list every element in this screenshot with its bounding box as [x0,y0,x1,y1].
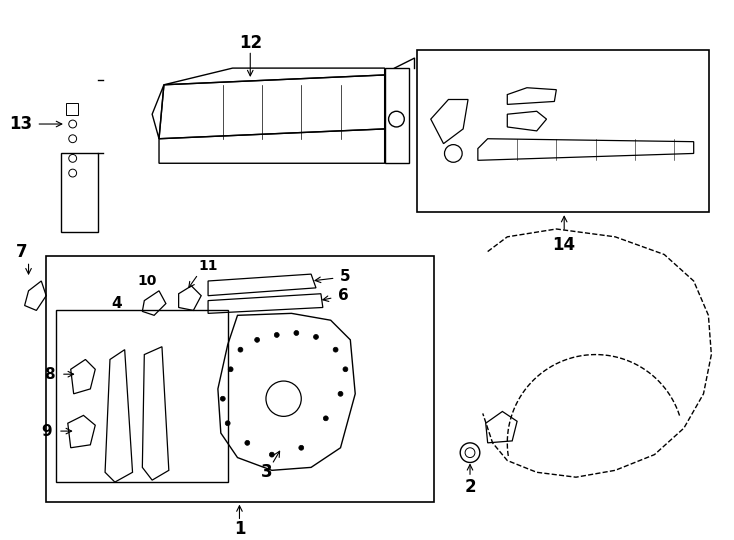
Text: 7: 7 [16,242,27,261]
Text: 14: 14 [553,235,575,254]
Circle shape [225,421,230,426]
Circle shape [343,367,348,372]
Text: 5: 5 [340,268,351,284]
Circle shape [313,334,319,339]
Circle shape [245,441,250,446]
Text: 4: 4 [112,296,122,311]
Text: 12: 12 [239,33,262,52]
Text: 2: 2 [464,478,476,496]
Text: 13: 13 [9,115,32,133]
Circle shape [255,338,260,342]
Text: 6: 6 [338,288,349,303]
Text: 1: 1 [233,520,245,538]
Text: 8: 8 [44,367,54,382]
Text: 11: 11 [198,259,218,273]
Bar [61,153,98,232]
Bar [66,104,78,115]
Bar [46,256,434,502]
Text: 10: 10 [137,274,157,288]
Text: 3: 3 [261,463,273,481]
Circle shape [238,347,243,352]
Circle shape [228,367,233,372]
Circle shape [333,347,338,352]
Circle shape [299,446,304,450]
Circle shape [220,396,225,401]
Circle shape [338,392,343,396]
Bar [417,50,709,212]
Text: 9: 9 [41,423,51,438]
Bar [56,310,228,482]
Circle shape [275,333,279,338]
Circle shape [324,416,328,421]
Circle shape [269,452,275,457]
Circle shape [294,330,299,335]
